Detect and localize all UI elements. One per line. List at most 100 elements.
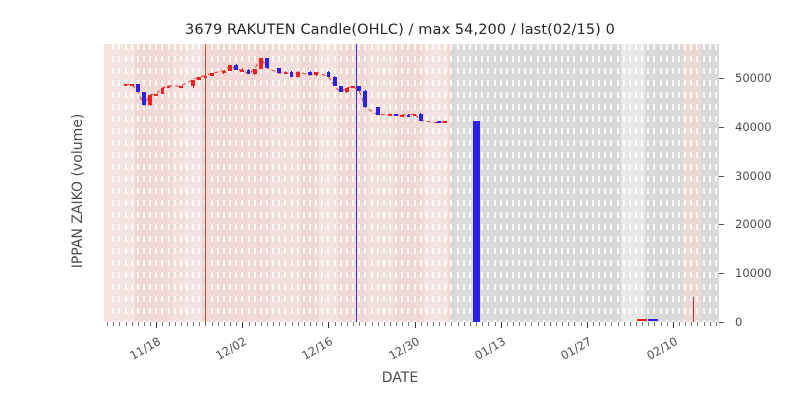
grid-line-vertical bbox=[358, 44, 361, 322]
candle-body bbox=[283, 71, 288, 74]
x-axis-minor-tick bbox=[420, 322, 422, 326]
x-axis-minor-tick bbox=[463, 322, 465, 326]
grid-line-vertical bbox=[450, 44, 453, 322]
candle bbox=[142, 44, 146, 322]
candle-body bbox=[197, 76, 202, 80]
grid-line-vertical bbox=[468, 44, 471, 322]
grid-line-vertical bbox=[438, 44, 441, 322]
x-axis-minor-tick bbox=[389, 322, 391, 326]
y-axis-tick-mark bbox=[719, 322, 724, 323]
candle bbox=[222, 44, 226, 322]
x-axis-minor-tick bbox=[174, 322, 176, 326]
grid-line-vertical bbox=[370, 44, 373, 322]
x-axis-minor-tick bbox=[488, 322, 490, 326]
y-axis-tick-label: 10000 bbox=[735, 266, 772, 281]
x-axis-major-tick bbox=[500, 322, 502, 328]
x-axis-minor-tick bbox=[543, 322, 545, 326]
x-axis-minor-tick bbox=[371, 322, 373, 326]
grid-line-vertical bbox=[573, 44, 576, 322]
x-axis-minor-tick bbox=[556, 322, 558, 326]
candle bbox=[437, 44, 442, 322]
grid-line-vertical bbox=[173, 44, 176, 322]
x-axis-minor-tick bbox=[506, 322, 508, 326]
candle-body bbox=[258, 57, 263, 69]
y-axis-tick-label: 20000 bbox=[735, 217, 772, 232]
grid-line-vertical bbox=[136, 44, 139, 322]
y-axis-tick-mark bbox=[719, 126, 724, 128]
grid-line-vertical bbox=[628, 44, 631, 322]
y-axis-tick-label: 0 bbox=[735, 315, 743, 329]
x-axis-minor-tick bbox=[162, 322, 164, 326]
candle bbox=[351, 44, 355, 322]
grid-line-vertical bbox=[161, 44, 164, 322]
x-axis-minor-tick bbox=[709, 322, 711, 326]
grid-line-vertical bbox=[235, 44, 238, 322]
x-axis-minor-tick bbox=[143, 322, 145, 326]
grid-line-vertical bbox=[321, 44, 324, 322]
x-axis-minor-tick bbox=[107, 322, 109, 326]
candle bbox=[246, 44, 251, 322]
grid-line-vertical bbox=[388, 44, 391, 322]
candle bbox=[228, 44, 232, 322]
candle bbox=[178, 44, 183, 322]
x-axis-minor-tick bbox=[137, 322, 139, 326]
grid-line-vertical bbox=[296, 44, 299, 322]
x-axis-minor-tick bbox=[193, 322, 195, 326]
candle-body bbox=[406, 114, 411, 117]
grid-line-vertical bbox=[309, 44, 312, 322]
x-axis-minor-tick bbox=[377, 322, 379, 326]
grid-line-vertical bbox=[278, 44, 281, 322]
x-axis-minor-tick bbox=[482, 322, 484, 326]
grid-line-vertical bbox=[665, 44, 668, 322]
grid-line-vertical bbox=[149, 44, 152, 322]
extra-tick-mark bbox=[648, 319, 659, 322]
grid-line-vertical bbox=[641, 44, 644, 322]
x-axis-minor-tick bbox=[599, 322, 601, 326]
grid-line-vertical bbox=[167, 44, 170, 322]
candle bbox=[400, 44, 405, 322]
candle-body bbox=[142, 91, 146, 105]
grid-line-vertical bbox=[530, 44, 533, 322]
grid-line-vertical bbox=[376, 44, 379, 322]
candle bbox=[252, 44, 257, 322]
grid-line-vertical bbox=[130, 44, 133, 322]
grid-line-vertical bbox=[241, 44, 244, 322]
grid-line-vertical bbox=[647, 44, 650, 322]
grid-line-vertical bbox=[542, 44, 545, 322]
candle bbox=[123, 44, 128, 322]
candle-body bbox=[129, 84, 134, 87]
candle-body bbox=[178, 85, 183, 88]
grid-line-vertical bbox=[179, 44, 182, 322]
grid-line-vertical bbox=[112, 44, 115, 322]
y-axis-tick-label: 30000 bbox=[735, 168, 772, 183]
x-axis-minor-tick bbox=[316, 322, 318, 326]
x-axis-tick-label: 01/13 bbox=[471, 334, 508, 363]
grid-line-vertical bbox=[555, 44, 558, 322]
x-axis-tick-label: 02/10 bbox=[644, 334, 680, 363]
x-axis-minor-tick bbox=[433, 322, 435, 326]
grid-line-vertical bbox=[272, 44, 275, 322]
candle-body bbox=[265, 57, 269, 68]
x-axis-minor-tick bbox=[525, 322, 527, 326]
candle bbox=[166, 44, 171, 322]
y-axis-tick-label: 50000 bbox=[735, 71, 772, 86]
grid-line-vertical bbox=[216, 44, 219, 322]
grid-line-vertical bbox=[511, 44, 514, 322]
extra-tick-mark bbox=[637, 319, 648, 322]
x-axis-minor-tick bbox=[279, 322, 281, 326]
x-axis-minor-tick bbox=[697, 322, 699, 326]
candle bbox=[406, 44, 411, 322]
grid-line-vertical bbox=[253, 44, 256, 322]
x-axis-tick-label: 12/02 bbox=[213, 334, 250, 363]
candle-body bbox=[314, 72, 319, 76]
background-shade-band bbox=[368, 44, 394, 322]
grid-line-vertical bbox=[493, 44, 496, 322]
x-axis-minor-tick bbox=[168, 322, 170, 326]
grid-line-vertical bbox=[678, 44, 681, 322]
candle-body bbox=[252, 68, 257, 75]
grid-line-vertical bbox=[339, 44, 342, 322]
grid-line-vertical bbox=[696, 44, 699, 322]
x-axis-minor-tick bbox=[230, 322, 232, 326]
grid-line-vertical bbox=[591, 44, 594, 322]
